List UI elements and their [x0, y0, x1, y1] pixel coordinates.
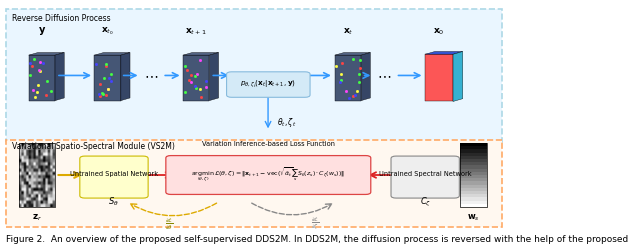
Polygon shape: [425, 51, 463, 54]
FancyBboxPatch shape: [6, 9, 502, 142]
Polygon shape: [209, 53, 219, 101]
Text: $\mathbf{x}_t$: $\mathbf{x}_t$: [342, 26, 353, 37]
FancyBboxPatch shape: [80, 156, 148, 198]
Polygon shape: [121, 53, 130, 101]
FancyBboxPatch shape: [6, 140, 502, 227]
Text: $\cdots$: $\cdots$: [378, 68, 392, 82]
Text: $\mathbf{z}_r$: $\mathbf{z}_r$: [31, 213, 42, 223]
Text: $\cdots$: $\cdots$: [143, 68, 158, 82]
Text: Reverse Diffusion Process: Reverse Diffusion Process: [12, 14, 110, 22]
Text: $\underset{(\theta,\zeta)}{\mathrm{argmin}}\,\mathcal{L}(\theta,\zeta)=\|\mathbf: $\underset{(\theta,\zeta)}{\mathrm{argmi…: [191, 166, 345, 185]
Text: $\mathbf{x}_{t_0}$: $\mathbf{x}_{t_0}$: [101, 25, 114, 37]
Text: $C_\zeta$: $C_\zeta$: [420, 196, 431, 209]
Polygon shape: [361, 53, 371, 101]
Polygon shape: [183, 53, 219, 55]
Polygon shape: [425, 54, 453, 102]
Polygon shape: [95, 55, 121, 101]
FancyBboxPatch shape: [166, 156, 371, 194]
Polygon shape: [29, 53, 64, 55]
Text: Variational Spatio-Spectral Module (VS2M): Variational Spatio-Spectral Module (VS2M…: [12, 142, 174, 151]
Text: $\frac{\partial\mathcal{L}}{\partial\zeta}$: $\frac{\partial\mathcal{L}}{\partial\zet…: [311, 216, 319, 232]
Text: $S_\theta$: $S_\theta$: [108, 196, 119, 208]
Polygon shape: [183, 55, 209, 101]
Polygon shape: [55, 53, 64, 101]
Text: Untrained Spectral Network: Untrained Spectral Network: [379, 171, 472, 177]
Polygon shape: [335, 55, 361, 101]
Text: $\mathbf{x}_0$: $\mathbf{x}_0$: [433, 26, 445, 37]
Text: Variation Inference-based Loss Function: Variation Inference-based Loss Function: [202, 141, 335, 147]
Polygon shape: [335, 53, 371, 55]
Bar: [460, 144, 487, 206]
Text: $\frac{\partial\mathcal{L}}{\partial\theta}$: $\frac{\partial\mathcal{L}}{\partial\the…: [165, 216, 173, 232]
FancyBboxPatch shape: [227, 72, 310, 97]
Text: $p_{\theta,\zeta_t}(\mathbf{x}_t|\mathbf{x}_{t+1},\mathbf{y})$: $p_{\theta,\zeta_t}(\mathbf{x}_t|\mathbf…: [240, 79, 296, 90]
Polygon shape: [453, 51, 463, 102]
Text: $\mathbf{y}$: $\mathbf{y}$: [38, 25, 46, 37]
Polygon shape: [29, 55, 55, 101]
Text: $\theta_t, \zeta_t$: $\theta_t, \zeta_t$: [277, 116, 296, 129]
FancyBboxPatch shape: [391, 156, 460, 198]
Text: Untrained Spatial Network: Untrained Spatial Network: [70, 171, 158, 177]
Polygon shape: [95, 53, 130, 55]
Bar: [19, 144, 54, 206]
Text: $\mathbf{x}_{t+1}$: $\mathbf{x}_{t+1}$: [186, 26, 207, 37]
Text: Figure 2.  An overview of the proposed self-supervised DDS2M. In DDS2M, the diff: Figure 2. An overview of the proposed se…: [6, 234, 628, 244]
Text: $\mathbf{w}_s$: $\mathbf{w}_s$: [467, 213, 480, 223]
